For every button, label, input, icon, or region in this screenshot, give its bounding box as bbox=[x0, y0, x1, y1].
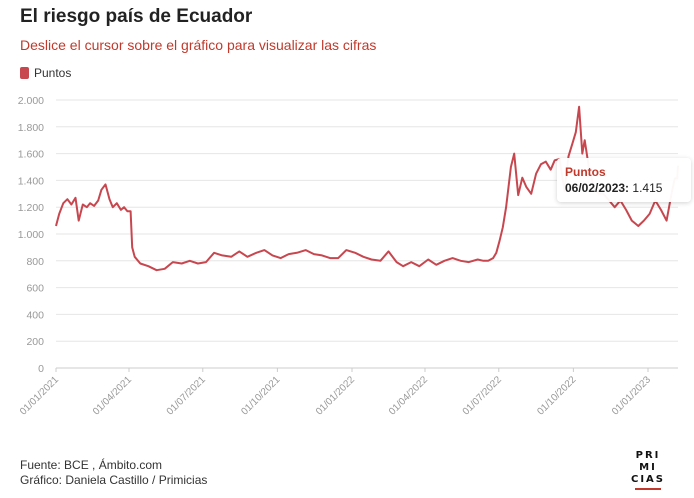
y-tick-label: 1.000 bbox=[18, 229, 44, 241]
x-tick-label: 01/07/2021 bbox=[165, 374, 208, 417]
chart-title: El riesgo país de Ecuador bbox=[20, 6, 253, 27]
logo-bar bbox=[635, 488, 661, 490]
legend[interactable]: Puntos bbox=[20, 66, 71, 80]
y-tick-label: 1.600 bbox=[18, 149, 44, 161]
y-tick-label: 600 bbox=[26, 283, 44, 295]
legend-label: Puntos bbox=[34, 66, 72, 80]
tooltip-value: 1.415 bbox=[632, 181, 663, 195]
x-tick-label: 01/07/2022 bbox=[461, 374, 504, 417]
tooltip-series: Puntos bbox=[565, 165, 606, 179]
tooltip-date: 06/02/2023: bbox=[565, 181, 630, 195]
logo-line-2: MI bbox=[639, 462, 657, 473]
y-tick-label: 0 bbox=[38, 363, 44, 375]
y-tick-label: 400 bbox=[26, 309, 44, 321]
y-tick-label: 800 bbox=[26, 256, 44, 268]
logo-line-1: PRI bbox=[635, 450, 661, 461]
credit-text: Gráfico: Daniela Castillo / Primicias bbox=[20, 473, 208, 487]
chart-subtitle: Deslice el cursor sobre el gráfico para … bbox=[20, 37, 377, 53]
x-tick-label: 01/04/2021 bbox=[91, 374, 134, 417]
y-tick-label: 1.400 bbox=[18, 175, 44, 187]
tooltip: Puntos 06/02/2023: 1.415 bbox=[557, 158, 691, 202]
y-axis: 0 200 400 600 800 1.000 1.200 1.400 1.600 1.800 2.… bbox=[18, 95, 44, 375]
x-axis: 01/01/2021 01/04/2021 01/07/2021 01/10/2021… bbox=[18, 368, 653, 418]
source-text: Fuente: BCE , Ámbito.com bbox=[20, 458, 163, 472]
x-tick-label: 01/01/2022 bbox=[314, 374, 357, 417]
y-tick-label: 2.000 bbox=[18, 95, 44, 107]
x-tick-label: 01/04/2022 bbox=[387, 374, 430, 417]
y-tick-label: 1.800 bbox=[18, 122, 44, 134]
y-tick-label: 1.200 bbox=[18, 202, 44, 214]
logo-line-3: CIAS bbox=[630, 474, 665, 485]
y-tick-label: 200 bbox=[26, 336, 44, 348]
x-tick-label: 01/01/2023 bbox=[610, 374, 653, 417]
x-tick-label: 01/01/2021 bbox=[18, 374, 61, 417]
x-tick-label: 01/10/2021 bbox=[239, 374, 282, 417]
legend-swatch bbox=[20, 67, 29, 79]
primicias-logo[interactable]: PRI MI CIAS bbox=[628, 450, 668, 490]
footer: Fuente: BCE , Ámbito.com Gráfico: Daniel… bbox=[20, 458, 207, 488]
x-tick-label: 01/10/2022 bbox=[535, 374, 578, 417]
